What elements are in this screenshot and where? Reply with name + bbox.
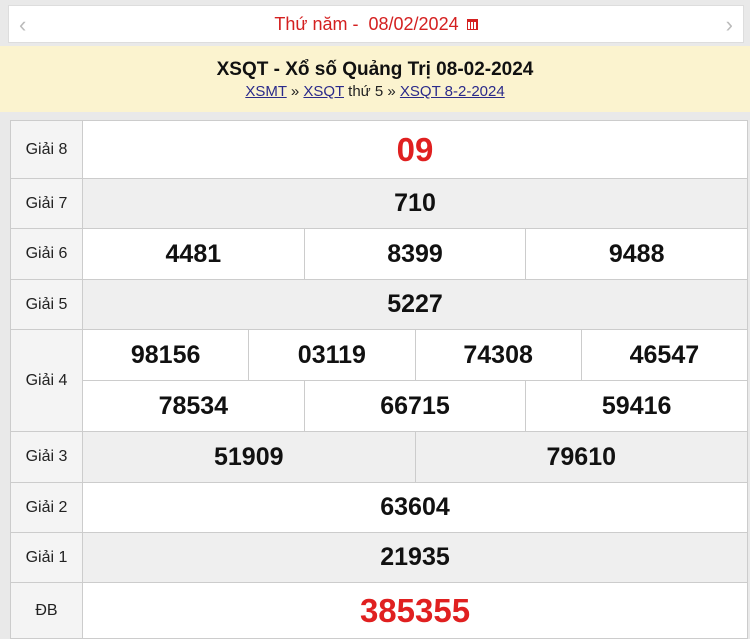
results-header: XSQT - Xổ số Quảng Trị 08-02-2024 XSMT »…: [0, 46, 750, 112]
breadcrumb-separator: »: [387, 83, 396, 100]
prize-label: Giải 3: [10, 431, 83, 483]
row-giai-7: Giải 7 710: [10, 178, 748, 229]
prize-number: 74308: [414, 330, 581, 380]
breadcrumb-weekday: thứ 5: [348, 83, 384, 100]
prize-label: Giải 5: [10, 279, 83, 330]
breadcrumb-date[interactable]: XSQT 8-2-2024: [399, 83, 505, 100]
chevron-right-icon[interactable]: ›: [725, 12, 733, 37]
breadcrumb-separator: »: [290, 83, 300, 100]
date-label[interactable]: 08/02/2024: [368, 13, 459, 34]
prize-number: 09: [82, 120, 748, 179]
prize-label: Giải 8: [10, 120, 83, 179]
row-giai-3: Giải 3 51909 79610: [10, 431, 748, 483]
row-giai-8: Giải 8 09: [10, 120, 748, 179]
row-special-prize: ĐB 385355: [10, 582, 748, 639]
prize-label: Giải 7: [10, 178, 83, 229]
prize-number: 98156: [130, 340, 201, 369]
prize-number: 03119: [248, 330, 414, 380]
prize-number: 21935: [82, 532, 748, 583]
row-giai-4: Giải 4 98156 03119 74308 46547 78534 667…: [10, 329, 748, 432]
special-prize-number: 385355: [82, 582, 748, 639]
prize-number: 63604: [82, 482, 748, 533]
prize-number: 59416: [525, 381, 747, 431]
prize-label: Giải 2: [10, 482, 83, 533]
prize-label: Giải 1: [10, 532, 83, 583]
row-giai-1: Giải 1 21935: [10, 532, 748, 583]
prize-number: 79610: [414, 432, 748, 482]
row-giai-5: Giải 5 5227: [10, 279, 748, 330]
prize-number: 46547: [580, 330, 747, 380]
prize-label: Giải 4: [10, 329, 83, 432]
prize-number: 5227: [82, 279, 748, 330]
prize-number: 4481: [165, 239, 222, 268]
prize-number: 78534: [158, 391, 229, 420]
breadcrumb-xsmt[interactable]: XSMT: [245, 83, 287, 100]
prize-number: 51909: [213, 442, 284, 471]
row-giai-6: Giải 6 4481 8399 9488: [10, 228, 748, 280]
breadcrumb-xsqt[interactable]: XSQT: [303, 83, 344, 100]
row-giai-2: Giải 2 63604: [10, 482, 748, 533]
prize-number: 9488: [525, 229, 747, 279]
prize-number: 66715: [303, 381, 526, 431]
calendar-icon[interactable]: [466, 18, 478, 30]
date-navigation-bar: ‹ Thứ năm - 08/02/2024 ›: [8, 5, 744, 43]
page-title: XSQT - Xổ số Quảng Trị 08-02-2024: [216, 59, 534, 80]
prize-label: Giải 6: [10, 228, 83, 280]
weekday-label: Thứ năm -: [274, 13, 359, 34]
breadcrumb: XSMT » XSQT thứ 5 » XSQT 8-2-2024: [0, 83, 750, 100]
chevron-left-icon[interactable]: ‹: [19, 12, 27, 37]
results-table: Giải 8 09 Giải 7 710 Giải 6 4481 8399 94…: [10, 120, 748, 639]
prize-label: ĐB: [10, 582, 83, 639]
prize-number: 8399: [303, 229, 526, 279]
prize-number: 710: [82, 178, 748, 229]
